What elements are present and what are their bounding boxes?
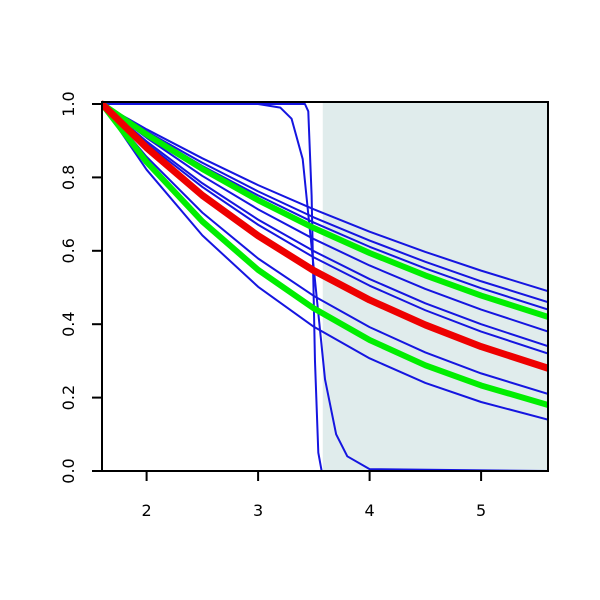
y-tick-label: 0.8 (59, 165, 78, 190)
line (102, 100, 548, 372)
y-tick-label: 0.4 (59, 311, 78, 336)
y-tick-label: 0.6 (59, 238, 78, 263)
y-tick-label: 0.2 (59, 385, 78, 410)
line (102, 103, 548, 471)
line (102, 103, 548, 348)
y-tick-label: 1.0 (59, 91, 78, 116)
plot-frame (101, 101, 549, 472)
line (102, 101, 548, 408)
line (102, 103, 548, 293)
y-tick-label: 0.0 (59, 458, 78, 483)
line (102, 103, 548, 304)
x-tick-label: 2 (142, 501, 152, 520)
shaded-region (322, 102, 548, 471)
x-tick-label: 5 (476, 501, 486, 520)
x-tick-label: 4 (365, 501, 375, 520)
x-tick-label: 3 (253, 501, 263, 520)
line (102, 103, 548, 333)
line (102, 101, 548, 320)
